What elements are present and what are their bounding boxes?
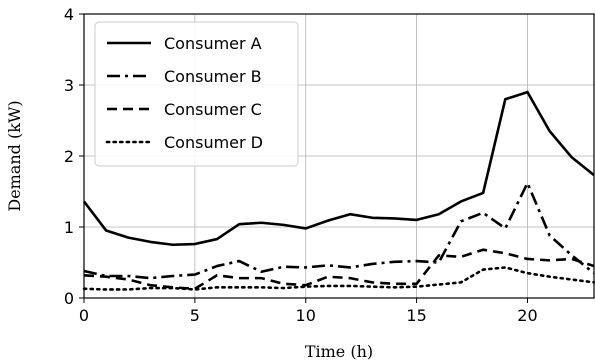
y-tick-label: 1	[64, 218, 74, 237]
y-tick-label: 0	[64, 289, 74, 308]
legend-label-4: Consumer D	[164, 133, 263, 152]
series-line-3	[83, 248, 595, 291]
y-tick-label: 4	[64, 5, 74, 24]
series-line-4	[82, 266, 595, 291]
y-axis-title: Demand (kW)	[5, 100, 24, 211]
series-line-1	[82, 90, 595, 247]
x-tick-label: 5	[190, 306, 200, 325]
x-axis-title: Time (h)	[305, 342, 373, 361]
y-tick-label: 2	[64, 147, 74, 166]
legend-label-3: Consumer C	[164, 100, 262, 119]
x-tick-label: 0	[79, 306, 89, 325]
legend-label-1: Consumer A	[164, 34, 262, 53]
series-line-2	[83, 181, 595, 280]
x-tick-label: 20	[517, 306, 537, 325]
x-tick-label: 10	[296, 306, 316, 325]
legend: Consumer A Consumer B Consumer C Consumer D	[94, 21, 299, 167]
y-tick-label: 3	[64, 76, 74, 95]
legend-label-2: Consumer B	[164, 67, 262, 86]
legend-box	[94, 21, 299, 167]
series-layer	[82, 90, 595, 291]
x-tick-label: 15	[406, 306, 426, 325]
axis-ticks: 0 5 10 15 20 0 1 2 3 4	[64, 5, 538, 325]
